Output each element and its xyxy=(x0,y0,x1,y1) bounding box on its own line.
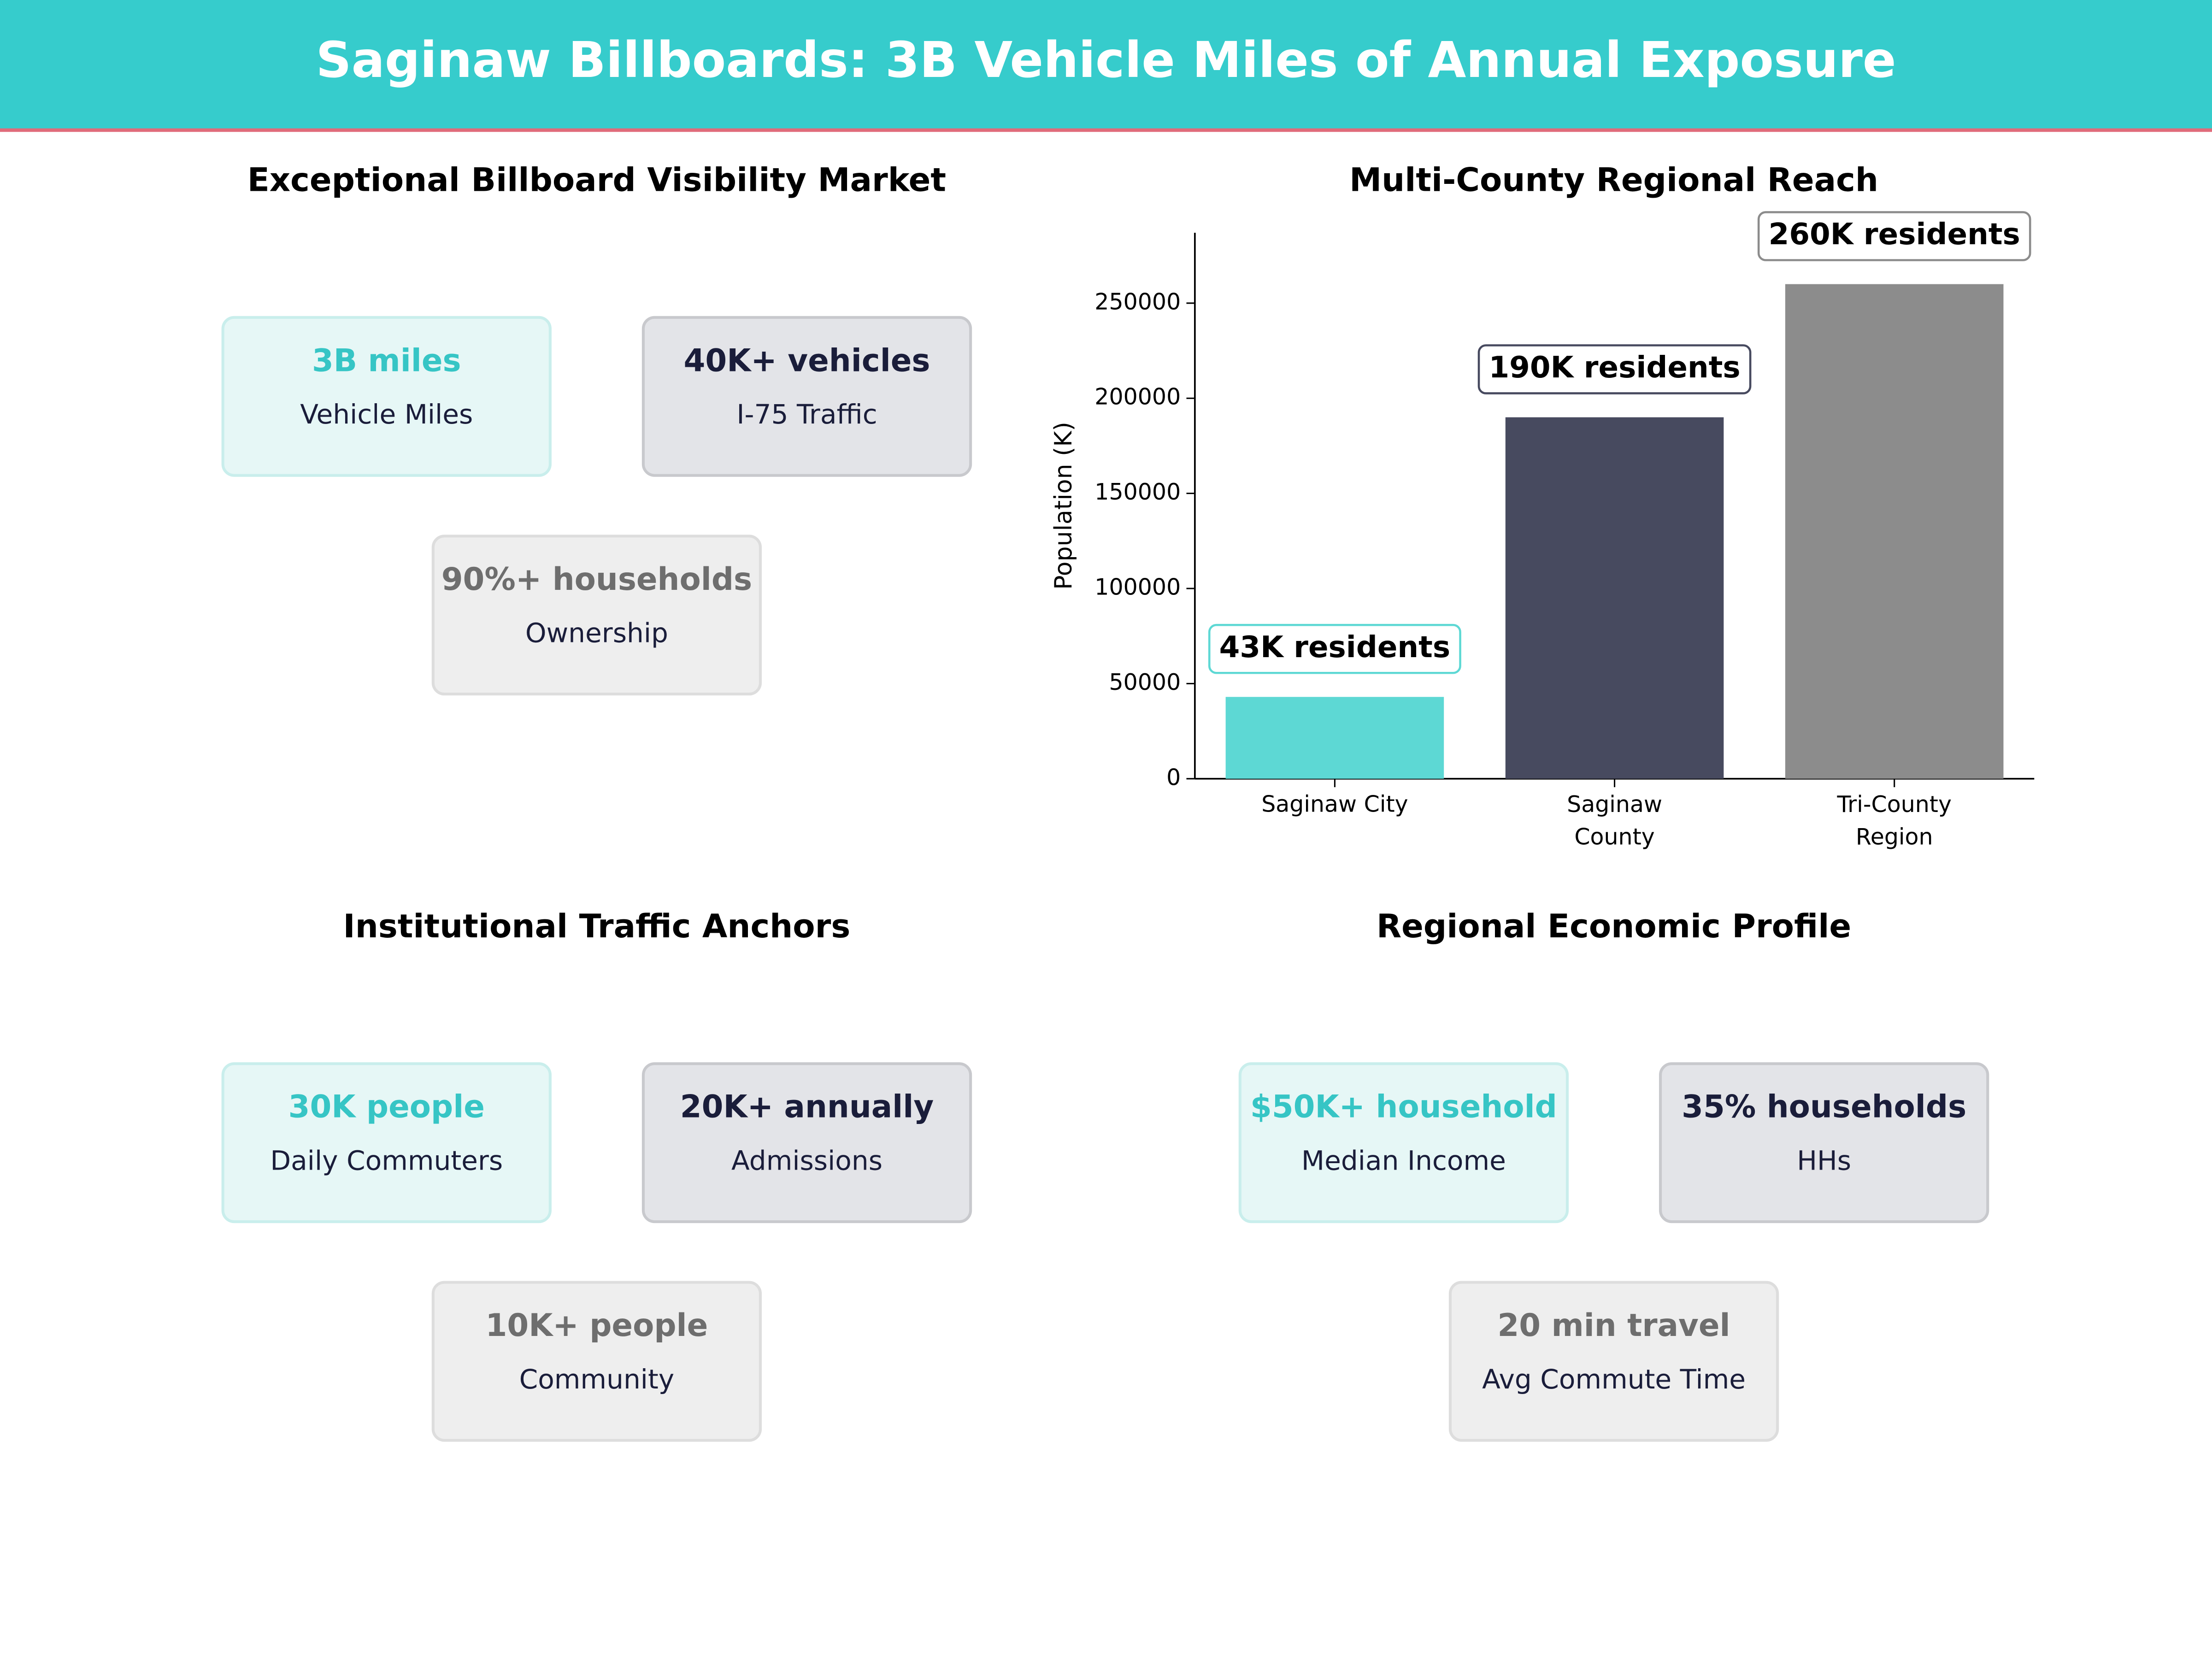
panel-title: Exceptional Billboard Visibility Market xyxy=(247,161,946,199)
y-tick-label: 150000 xyxy=(1094,479,1181,505)
stat-label: Admissions xyxy=(731,1145,882,1177)
y-axis-label: Population (K) xyxy=(1050,422,1077,590)
stat-value: 3B miles xyxy=(312,342,461,378)
value-label: 43K residents xyxy=(1219,630,1450,665)
page-title: Saginaw Billboards: 3B Vehicle Miles of … xyxy=(316,32,1896,89)
stat-card xyxy=(641,1062,972,1224)
value-label: 190K residents xyxy=(1488,350,1740,385)
value-label-box xyxy=(1757,211,2031,261)
stat-value: 35% households xyxy=(1682,1088,1966,1125)
chart-title: Multi-County Regional Reach xyxy=(1349,161,1878,199)
stat-value: $50K+ household xyxy=(1250,1088,1557,1125)
header-rule xyxy=(0,128,2212,132)
stat-card xyxy=(221,1062,552,1224)
stat-card xyxy=(1659,1062,1989,1224)
stat-card xyxy=(431,535,762,696)
stat-label: I-75 Traffic xyxy=(736,399,877,430)
stat-value: 30K people xyxy=(288,1088,485,1125)
stat-value: 40K+ vehicles xyxy=(684,342,930,378)
stat-label: Community xyxy=(519,1364,675,1395)
x-tick-label: Tri-County Region xyxy=(1836,791,1952,849)
y-tick-label: 50000 xyxy=(1109,669,1181,695)
stat-card xyxy=(1448,1281,1779,1442)
y-tick-label: 200000 xyxy=(1094,384,1181,410)
stat-value: 20K+ annually xyxy=(680,1088,934,1125)
x-tick-label: Saginaw County xyxy=(1567,791,1662,849)
value-label-group: 43K residents xyxy=(1208,624,1461,674)
stat-card xyxy=(641,316,972,477)
y-tick-label: 250000 xyxy=(1094,288,1181,315)
stat-value: 90%+ households xyxy=(441,561,752,597)
value-label-box xyxy=(1477,344,1752,394)
stat-label: Avg Commute Time xyxy=(1482,1364,1746,1395)
stat-label: Daily Commuters xyxy=(270,1145,503,1177)
stat-label: Vehicle Miles xyxy=(300,399,473,430)
bar xyxy=(1785,284,2004,779)
value-label: 260K residents xyxy=(1769,217,2020,252)
panel-title: Regional Economic Profile xyxy=(1377,907,1851,945)
stat-label: HHs xyxy=(1797,1145,1851,1177)
x-tick-label: Saginaw City xyxy=(1261,791,1408,817)
stat-card xyxy=(1238,1062,1569,1224)
bar xyxy=(1225,697,1444,779)
stat-card xyxy=(431,1281,762,1442)
bar xyxy=(1505,417,1724,779)
stat-value: 10K+ people xyxy=(486,1307,708,1343)
y-tick-label: 0 xyxy=(1166,764,1181,790)
value-label-group: 190K residents xyxy=(1477,344,1752,394)
stat-label: Ownership xyxy=(525,618,668,649)
value-label-group: 260K residents xyxy=(1757,211,2031,261)
header-bar xyxy=(0,0,2212,130)
stat-card xyxy=(221,316,552,477)
stat-label: Median Income xyxy=(1301,1145,1506,1177)
stat-value: 20 min travel xyxy=(1497,1307,1730,1343)
panel-title: Institutional Traffic Anchors xyxy=(343,907,851,945)
y-tick-label: 100000 xyxy=(1094,574,1181,600)
value-label-box xyxy=(1208,624,1461,674)
